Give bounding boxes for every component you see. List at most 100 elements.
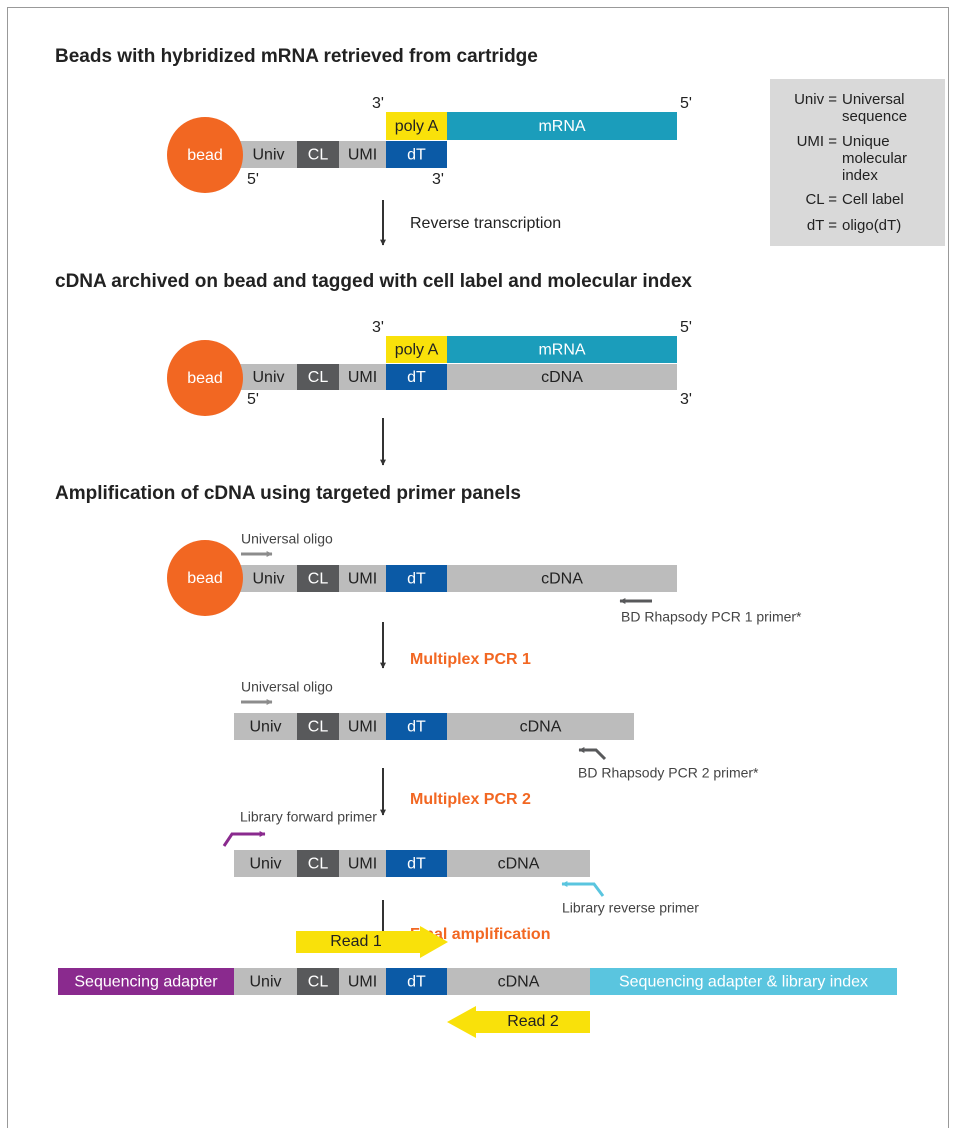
- end-label: 5': [247, 391, 259, 408]
- legend-term: dT =: [807, 217, 837, 234]
- segment-label: UMI: [348, 571, 377, 588]
- read-arrow: [296, 926, 448, 958]
- segment-label: UMI: [348, 147, 377, 164]
- legend-box: [770, 79, 945, 246]
- read-arrow: [447, 1006, 590, 1038]
- primer-label: Library reverse primer: [562, 900, 699, 916]
- section-title: Amplification of cDNA using targeted pri…: [55, 483, 521, 504]
- frame: [7, 7, 949, 1128]
- segment: [447, 112, 677, 140]
- segment-label: dT: [407, 719, 426, 736]
- segment: [297, 565, 339, 592]
- segment-label: UMI: [348, 369, 377, 386]
- primer-label: Library forward primer: [240, 809, 377, 825]
- segment: [297, 141, 339, 168]
- segment-label: dT: [407, 147, 426, 164]
- end-label: 5': [680, 319, 692, 336]
- legend-definition: oligo(dT): [842, 217, 901, 234]
- segment: [240, 141, 297, 168]
- section-title: Beads with hybridized mRNA retrieved fro…: [55, 46, 538, 67]
- segment-label: dT: [407, 571, 426, 588]
- segment: [386, 565, 447, 592]
- legend-definition: molecular: [842, 150, 907, 167]
- legend-definition: Cell label: [842, 191, 904, 208]
- segment: [297, 968, 339, 995]
- segment-label: mRNA: [538, 118, 585, 135]
- legend-definition: sequence: [842, 108, 907, 125]
- segment: [297, 850, 339, 877]
- segment: [234, 850, 297, 877]
- legend-definition: Universal: [842, 91, 905, 108]
- segment-label: Univ: [249, 719, 281, 736]
- primer-label: BD Rhapsody PCR 2 primer*: [578, 765, 759, 781]
- primer-label: Universal oligo: [241, 531, 333, 547]
- segment: [386, 112, 447, 140]
- legend-definition: Unique: [842, 133, 890, 150]
- segment: [339, 968, 386, 995]
- segment-label: CL: [308, 856, 329, 873]
- segment-label: UMI: [348, 856, 377, 873]
- bead: [167, 540, 243, 616]
- segment: [339, 141, 386, 168]
- segment-label: cDNA: [498, 856, 540, 873]
- bead: [167, 117, 243, 193]
- segment: [386, 968, 447, 995]
- segment-label: Univ: [252, 147, 284, 164]
- segment-label: Univ: [249, 856, 281, 873]
- segment-label: dT: [407, 369, 426, 386]
- end-label: 3': [432, 171, 444, 188]
- segment: [447, 713, 634, 740]
- segment: [386, 850, 447, 877]
- segment: [240, 565, 297, 592]
- legend-term: CL =: [805, 191, 837, 208]
- legend-term: UMI =: [797, 133, 838, 150]
- section-title: cDNA archived on bead and tagged with ce…: [55, 271, 692, 292]
- segment: [297, 713, 339, 740]
- transition-label: Multiplex PCR 1: [410, 651, 531, 668]
- segment: [447, 565, 677, 592]
- segment: [339, 713, 386, 740]
- primer-arrow: [222, 831, 266, 847]
- segment: [339, 565, 386, 592]
- bead-label: bead: [187, 570, 223, 587]
- primer-label: Universal oligo: [241, 679, 333, 695]
- segment-label: CL: [308, 369, 329, 386]
- primer-arrow: [578, 747, 607, 761]
- segment-label: Univ: [252, 571, 284, 588]
- segment: [386, 336, 447, 363]
- primer-arrow: [561, 881, 605, 897]
- segment: [240, 364, 297, 390]
- segment: [339, 364, 386, 390]
- segment-label: poly A: [395, 118, 439, 135]
- segment: [447, 336, 677, 363]
- segment-label: Univ: [249, 974, 281, 991]
- segment-label: cDNA: [498, 974, 540, 991]
- legend-definition: index: [842, 167, 878, 184]
- segment-label: Univ: [252, 369, 284, 386]
- segment: [386, 141, 447, 168]
- end-label: 5': [680, 95, 692, 112]
- segment-label: dT: [407, 856, 426, 873]
- segment-label: dT: [407, 974, 426, 991]
- segment-label: CL: [308, 974, 329, 991]
- segment-label: Sequencing adapter: [74, 974, 218, 991]
- segment: [447, 850, 590, 877]
- segment-label: CL: [308, 571, 329, 588]
- segment: [234, 968, 297, 995]
- segment: [447, 968, 590, 995]
- segment-label: mRNA: [538, 342, 585, 359]
- end-label: 3': [372, 95, 384, 112]
- transition-label: Reverse transcription: [410, 215, 561, 232]
- segment: [58, 968, 234, 995]
- legend-term: Univ =: [794, 91, 837, 108]
- segment: [297, 364, 339, 390]
- transition-label: Final amplification: [410, 926, 550, 943]
- end-label: 3': [372, 319, 384, 336]
- segment: [386, 713, 447, 740]
- bead: [167, 340, 243, 416]
- segment-label: cDNA: [520, 719, 562, 736]
- transition-label: Multiplex PCR 2: [410, 791, 531, 808]
- segment: [386, 364, 447, 390]
